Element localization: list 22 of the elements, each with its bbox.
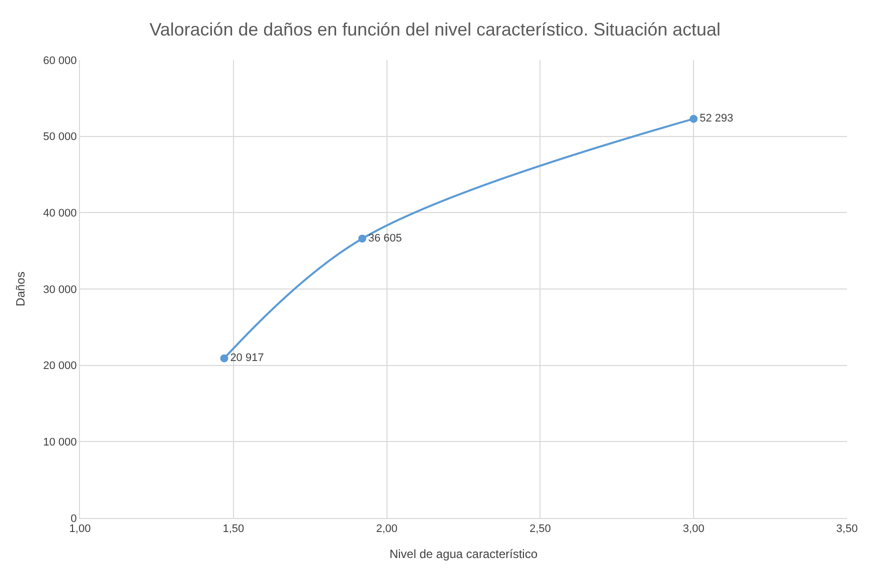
chart-title: Valoración de daños en función del nivel característico. Situación actual — [149, 19, 721, 40]
point — [358, 234, 366, 243]
x-tick-label: 3,50 — [836, 523, 858, 536]
y-axis-title: Daños — [13, 272, 28, 306]
y-tick-label: 20 000 — [43, 360, 77, 372]
x-tick-label: 2,50 — [529, 523, 551, 536]
y-tick-label: 10 000 — [43, 436, 77, 449]
x-tick-label: 1,50 — [222, 523, 244, 536]
y-tick-label: 40 000 — [43, 208, 77, 220]
x-tick-label: 3,00 — [682, 523, 704, 536]
y-tick-label: 50 000 — [43, 131, 77, 144]
x-tick-label: 2,00 — [376, 523, 398, 536]
point — [220, 354, 228, 362]
data-label: 52 293 — [700, 112, 734, 125]
x-axis-title: Nivel de agua característico — [389, 547, 538, 562]
point — [690, 114, 698, 123]
data-label: 36 605 — [368, 232, 402, 244]
y-tick-label: 0 — [70, 512, 77, 525]
y-tick-label: 30 000 — [43, 284, 77, 296]
x-tick-label: 1,00 — [69, 523, 91, 536]
y-tick-label: 60 000 — [43, 54, 77, 67]
data-label: 20 917 — [230, 352, 264, 364]
